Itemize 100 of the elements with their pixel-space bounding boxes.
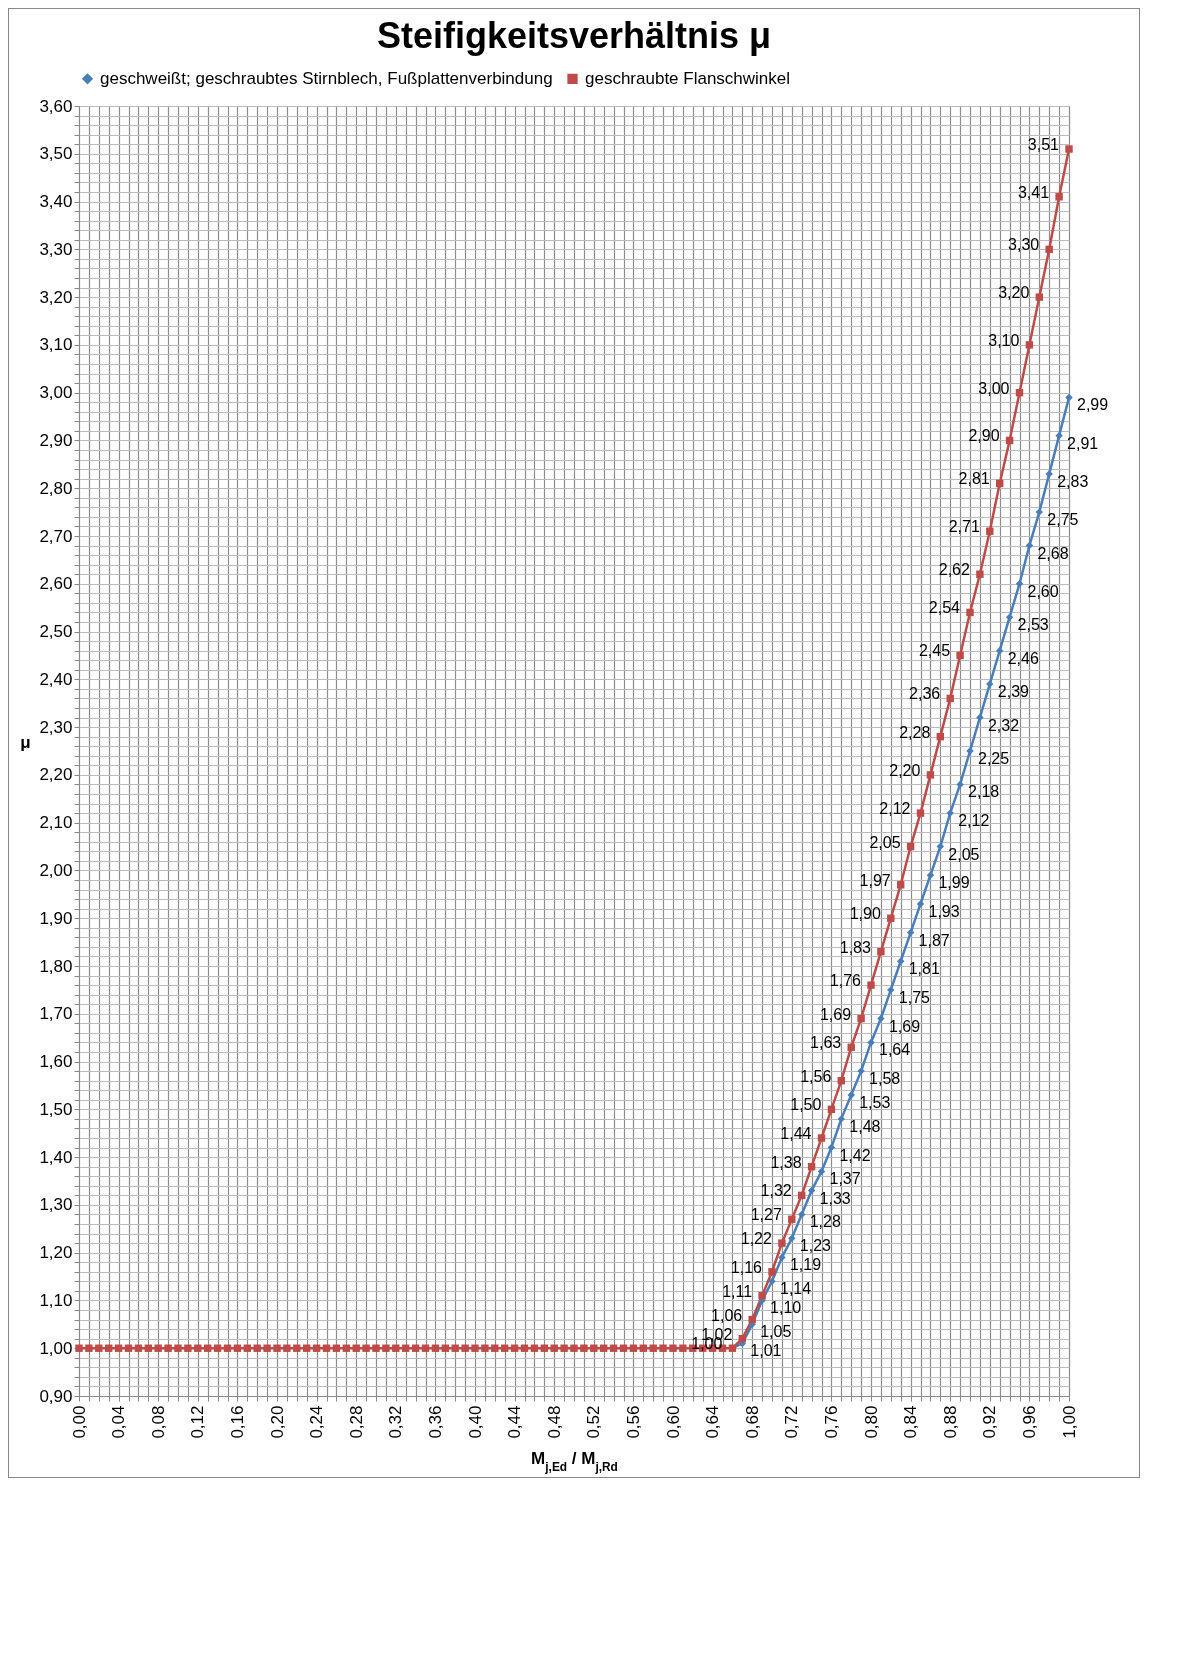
- x-tick-label: 0,88: [940, 1405, 960, 1439]
- data-label: 1,33: [819, 1189, 851, 1207]
- data-label: 1,50: [790, 1096, 822, 1114]
- point: [1055, 431, 1063, 440]
- x-tick-label: 0,40: [465, 1405, 485, 1439]
- data-label: 1,53: [859, 1094, 891, 1111]
- data-label: 1,75: [898, 988, 931, 1006]
- data-label: 1,99: [938, 874, 970, 892]
- data-label: 3,30: [1008, 236, 1040, 254]
- data-label: 1,69: [819, 1005, 852, 1023]
- x-tick-label: 0,28: [346, 1405, 366, 1439]
- data-label: 3,20: [998, 284, 1030, 302]
- y-tick-label: 1,80: [39, 956, 73, 976]
- legend-label: geschraubte Flanschwinkel: [585, 68, 791, 88]
- data-label: 1,48: [849, 1117, 881, 1135]
- data-label: 1,05: [760, 1323, 792, 1341]
- y-tick-label: 0,90: [39, 1386, 73, 1406]
- data-label: 1,32: [760, 1182, 792, 1200]
- data-label: 1,90: [849, 905, 881, 923]
- y-tick-label: 1,00: [39, 1338, 73, 1358]
- data-label: 2,91: [1067, 434, 1099, 452]
- data-label: 1,93: [928, 902, 960, 920]
- y-tick-label: 2,90: [39, 430, 73, 450]
- x-tick-label: 0,64: [703, 1405, 723, 1439]
- data-label: 1,44: [780, 1125, 812, 1142]
- y-tick-label: 3,60: [39, 96, 73, 116]
- y-tick-label: 1,30: [39, 1195, 73, 1215]
- y-tick-label: 1,90: [39, 908, 73, 928]
- point: [1005, 613, 1014, 621]
- x-tick-label: 0,04: [109, 1405, 129, 1439]
- data-label: 2,99: [1077, 396, 1109, 414]
- point: [778, 1253, 786, 1262]
- x-tick-label: 0,20: [267, 1405, 287, 1439]
- y-tick-label: 2,80: [39, 478, 73, 498]
- x-tick-label: 0,92: [980, 1405, 1000, 1439]
- data-label: 1,22: [740, 1230, 772, 1248]
- point: [827, 1143, 836, 1152]
- point: [837, 1115, 846, 1123]
- x-tick-label: 0,12: [188, 1405, 208, 1439]
- x-tick-label: 1,00: [1059, 1405, 1079, 1439]
- point: [1015, 580, 1024, 588]
- data-label: 3,10: [988, 331, 1020, 349]
- data-label: 1,11: [722, 1282, 753, 1300]
- data-label: 2,68: [1037, 544, 1069, 562]
- data-label: 1,42: [839, 1146, 871, 1164]
- data-label: 2,28: [899, 723, 931, 741]
- point: [1045, 470, 1053, 478]
- data-label: 2,12: [879, 800, 911, 818]
- x-tick-label: 0,68: [742, 1405, 762, 1439]
- data-label: 1,87: [918, 931, 950, 949]
- x-tick-label: 0,84: [901, 1405, 921, 1439]
- x-tick-label: 0,96: [1019, 1405, 1039, 1439]
- point: [1035, 508, 1044, 516]
- data-label: 2,54: [928, 599, 961, 617]
- x-tick-label: 0,80: [861, 1405, 881, 1439]
- data-label: 2,18: [968, 783, 1000, 801]
- data-label: 1,37: [829, 1170, 861, 1188]
- data-label: 1,23: [799, 1237, 832, 1255]
- data-label: 1,58: [869, 1070, 901, 1088]
- y-tick-label: 3,40: [39, 192, 73, 212]
- y-tick-label: 3,20: [39, 287, 73, 307]
- x-tick-label: 0,52: [584, 1405, 604, 1439]
- x-tick-label: 0,48: [544, 1405, 564, 1439]
- data-label: 2,81: [958, 470, 990, 488]
- data-label: 2,53: [1017, 616, 1049, 634]
- x-tick-label: 0,16: [227, 1405, 247, 1439]
- data-label: 2,39: [997, 683, 1030, 701]
- data-label: 1,38: [770, 1153, 802, 1171]
- data-label: 2,32: [987, 716, 1020, 734]
- y-tick-label: 2,50: [39, 622, 73, 642]
- y-tick-label: 1,10: [39, 1290, 73, 1310]
- data-label: 1,28: [809, 1213, 841, 1231]
- point: [976, 713, 984, 722]
- data-label: 1,69: [888, 1017, 921, 1035]
- x-tick-label: 0,36: [425, 1405, 445, 1439]
- point: [768, 1277, 776, 1286]
- point: [1025, 541, 1034, 550]
- data-label: 2,05: [948, 845, 980, 863]
- y-tick-label: 2,10: [39, 813, 73, 833]
- y-tick-label: 2,30: [39, 717, 73, 737]
- point: [956, 780, 964, 789]
- data-label: 1,19: [789, 1256, 822, 1274]
- y-tick-label: 1,20: [39, 1243, 73, 1263]
- y-tick-label: 2,40: [39, 669, 73, 689]
- x-axis-title: M$_{j,Ed}$ / M$_{j,Rd}$: [531, 1448, 618, 1474]
- point: [946, 809, 954, 817]
- data-label: 1,63: [810, 1034, 842, 1052]
- data-label: 1,64: [879, 1041, 911, 1059]
- x-tick-label: 0,76: [821, 1405, 841, 1439]
- y-tick-label: 2,20: [39, 765, 73, 785]
- point: [817, 1167, 826, 1176]
- point: [797, 1210, 806, 1219]
- data-label: 3,41: [1017, 183, 1050, 201]
- data-label: 2,60: [1027, 582, 1059, 600]
- point: [896, 957, 905, 965]
- data-label: 2,46: [1007, 649, 1039, 667]
- data-label: 2,62: [938, 561, 970, 579]
- data-label: 3,00: [978, 379, 1010, 397]
- data-label: 1,97: [859, 871, 891, 889]
- y-tick-label: 3,00: [39, 383, 73, 403]
